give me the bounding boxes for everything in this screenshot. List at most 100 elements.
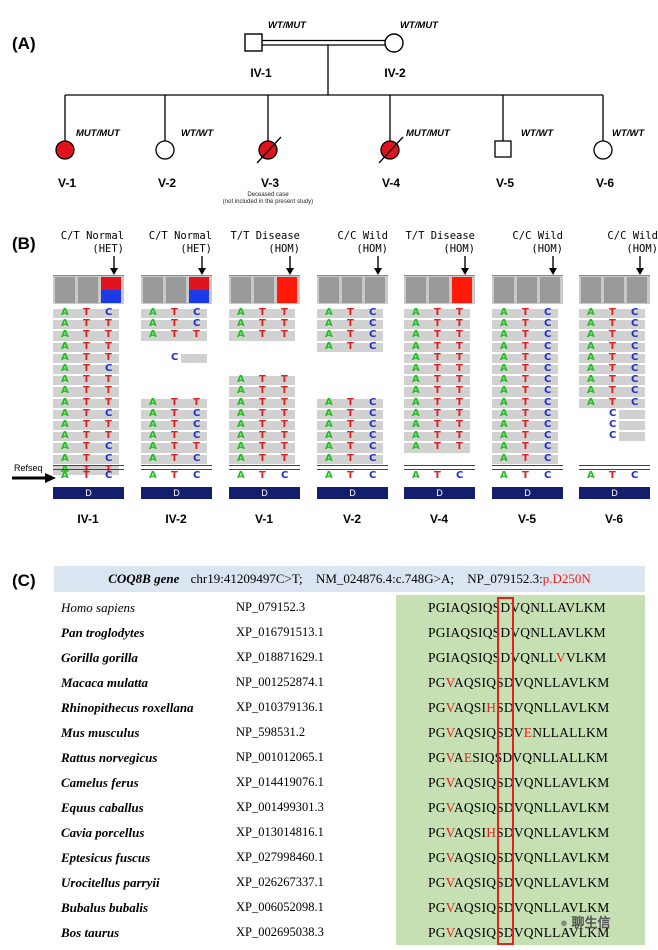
read-base: T	[347, 340, 354, 352]
read-base: A	[587, 329, 595, 341]
read-base: A	[412, 340, 420, 352]
read-base: C	[369, 318, 377, 330]
species-name: Equus caballus	[61, 800, 144, 815]
read-base: T	[83, 385, 90, 397]
read-base: T	[281, 318, 288, 330]
read-base: T	[347, 307, 354, 318]
hom-bar-c	[627, 277, 647, 303]
read-base: C	[369, 396, 377, 408]
protein-accession-id: NP_598531.2	[236, 725, 306, 739]
read-base: A	[500, 329, 508, 341]
variant-position-arrow	[460, 256, 470, 281]
child-v2-symbol	[155, 140, 175, 160]
track-separator	[53, 465, 124, 470]
read-base: T	[522, 419, 529, 430]
read-base: T	[456, 396, 463, 408]
read-base: C	[544, 430, 552, 442]
read-base: T	[259, 430, 266, 442]
panel-b-label: (B)	[12, 234, 36, 253]
het-bar-c	[101, 290, 121, 303]
read-base: T	[347, 419, 354, 430]
read-base: A	[500, 396, 508, 408]
id-v2: V-2	[157, 176, 176, 190]
read-base: T	[609, 363, 616, 374]
protein-accession: NP_079152.3:	[467, 571, 543, 586]
variant-position-arrow	[109, 256, 119, 281]
read-base: T	[105, 396, 112, 408]
read-base: A	[500, 351, 508, 363]
read-base: T	[522, 307, 529, 318]
genotype-call-header: T/T Disease (HOM)	[405, 230, 475, 255]
read-base: T	[347, 396, 354, 408]
hom-bar-t	[277, 277, 297, 303]
read-base: T	[105, 374, 112, 386]
read-base: T	[434, 363, 441, 374]
read-base: A	[149, 407, 157, 419]
genotype-call-header: C/C Wild (HOM)	[512, 230, 563, 255]
read-base: T	[83, 430, 90, 442]
protein-accession-id: NP_001012065.1	[236, 750, 324, 764]
read-base: A	[587, 363, 595, 374]
read-base: C	[631, 374, 639, 386]
watermark: ● 聊生信	[560, 915, 611, 930]
read-base: T	[281, 441, 288, 453]
read-base: C	[193, 307, 201, 318]
read-base: A	[149, 441, 157, 453]
read-base: T	[434, 385, 441, 397]
protein-sequence: PGVAQSIHSDVQNLLAVLKM	[428, 825, 610, 840]
read-base: T	[456, 430, 463, 442]
read-base: T	[259, 419, 266, 430]
read-base: T	[522, 363, 529, 374]
refseq-base: C	[544, 470, 552, 481]
read-base: T	[83, 396, 90, 408]
read-base: T	[281, 374, 288, 386]
genotype-call-header: C/T Normal (HET)	[148, 230, 212, 255]
read-base: T	[105, 385, 112, 397]
gene-feature-bar: D	[53, 487, 124, 499]
igv-sample-label: V-1	[254, 512, 273, 526]
read-base: A	[325, 396, 333, 408]
variant-position-arrow	[548, 256, 558, 281]
read-row: C	[141, 352, 212, 363]
read-base: T	[281, 452, 288, 464]
coverage-track	[141, 275, 212, 304]
protein-sequence: PGVAQSIQSDVQNLLAVLKM	[428, 775, 610, 790]
track-separator	[317, 465, 388, 470]
refseq-base: A	[237, 470, 245, 481]
protein-sequence: PGVAQSIQSDVQNLLAVLKM	[428, 675, 610, 690]
species-name: Bos taurus	[61, 925, 120, 940]
read-base: C	[609, 407, 617, 419]
refseq-base: T	[83, 470, 90, 481]
refseq-base: C	[456, 470, 464, 481]
read-base: C	[631, 351, 639, 363]
read-base: T	[434, 407, 441, 419]
read-base: A	[61, 396, 69, 408]
read-base: T	[259, 318, 266, 330]
read-base: T	[347, 407, 354, 419]
read-base: A	[412, 363, 420, 374]
read-base: T	[171, 407, 178, 419]
read-base: A	[61, 430, 69, 442]
variant-position-arrow	[373, 256, 383, 281]
id-v6: V-6	[595, 176, 614, 190]
conserved-residue-box	[497, 597, 514, 945]
read-base: C	[369, 307, 377, 318]
read-base: T	[83, 329, 90, 341]
species-name: Mus musculus	[61, 725, 140, 740]
read-base: T	[83, 363, 90, 374]
